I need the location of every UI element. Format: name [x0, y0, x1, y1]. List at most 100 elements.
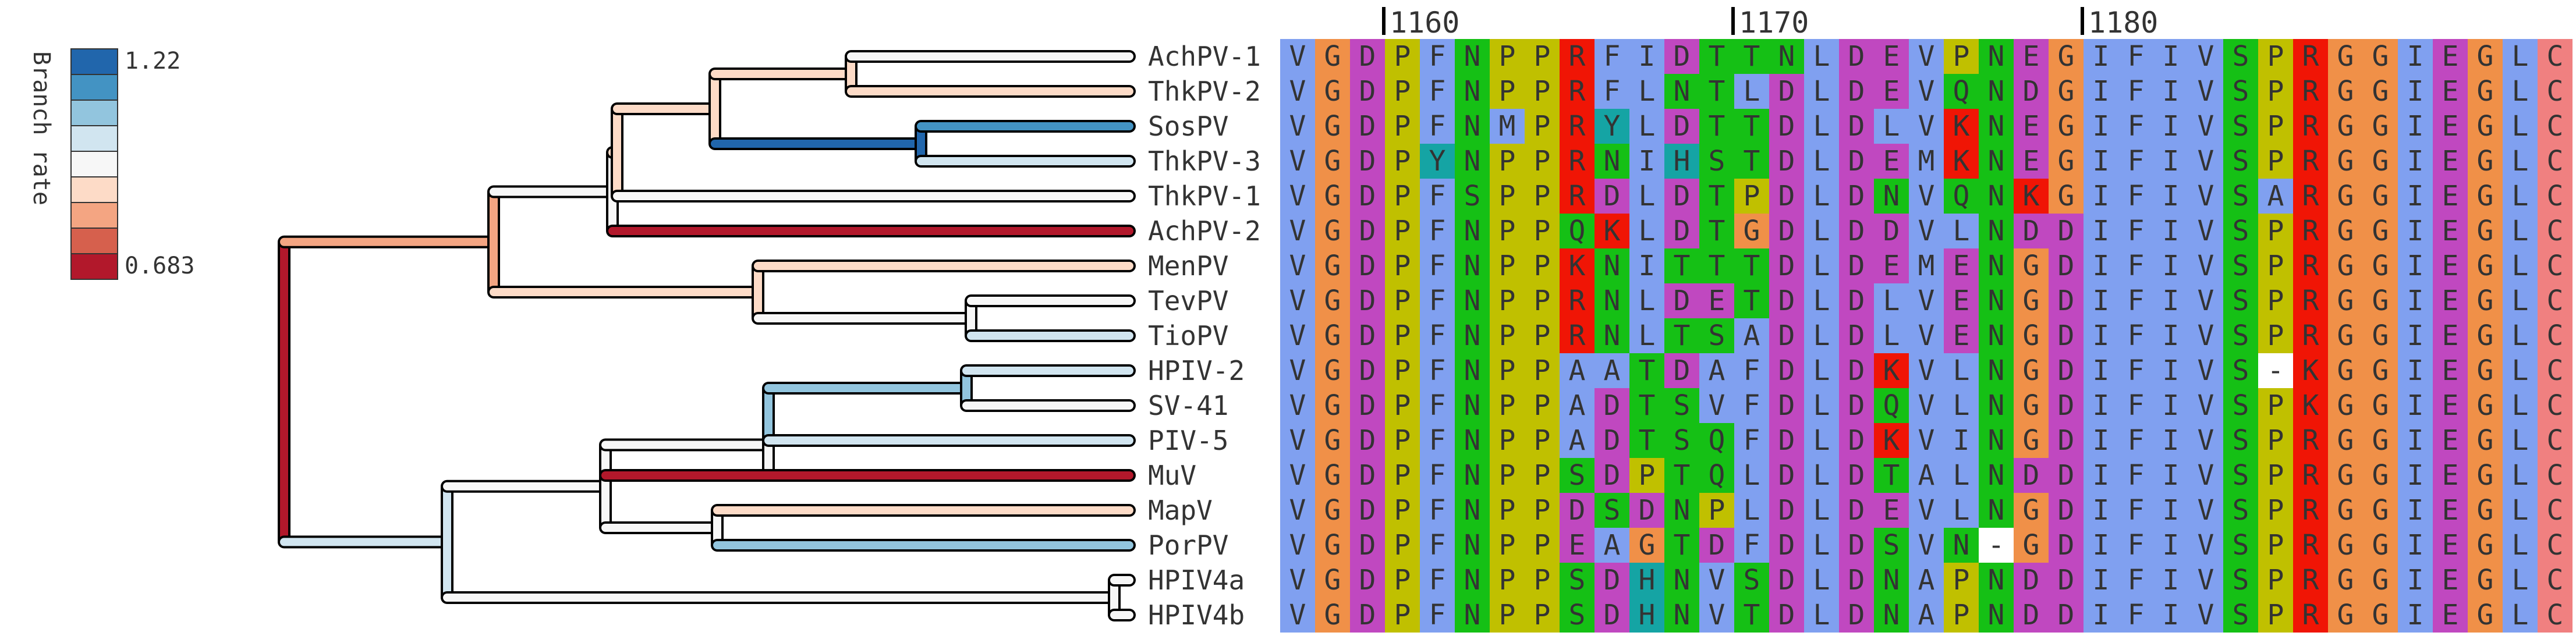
residue-cell	[2468, 214, 2503, 248]
residue-letter: P	[1499, 215, 1516, 247]
residue-letter: I	[2163, 215, 2180, 247]
residue-cell	[2503, 528, 2538, 563]
residue-cell	[1490, 528, 1525, 563]
residue-cell	[1699, 179, 1734, 214]
residue-cell	[1979, 353, 2014, 388]
residue-cell	[2084, 179, 2118, 214]
residue-cell	[1769, 423, 1804, 458]
residue-cell	[1944, 179, 1979, 214]
residue-letter: I	[2093, 180, 2110, 212]
residue-cell	[2153, 39, 2188, 74]
residue-letter: C	[2547, 285, 2564, 317]
residue-letter: G	[2477, 319, 2494, 352]
residue-cell	[1560, 214, 1595, 248]
residue-cell	[1804, 528, 1839, 563]
residue-cell	[1944, 353, 1979, 388]
residue-cell	[2328, 144, 2363, 179]
residue-letter: D	[1778, 285, 1795, 317]
residue-letter: P	[1394, 250, 1411, 282]
residue-letter: G	[2477, 40, 2494, 73]
residue-letter: G	[1324, 319, 1341, 352]
residue-cell	[2328, 179, 2363, 214]
residue-letter: F	[2128, 564, 2145, 596]
residue-cell	[1420, 423, 1455, 458]
residue-cell	[1595, 318, 1629, 353]
residue-cell	[1490, 458, 1525, 493]
residue-cell	[1560, 109, 1595, 144]
residue-cell	[1699, 214, 1734, 248]
residue-letter: V	[1918, 354, 1935, 387]
residue-cell	[2014, 144, 2049, 179]
residue-cell	[2188, 598, 2223, 633]
residue-letter: L	[2512, 424, 2529, 457]
residue-letter: F	[1429, 180, 1446, 212]
residue-letter: L	[1813, 424, 1830, 457]
residue-cell	[2433, 109, 2468, 144]
residue-cell	[1944, 458, 1979, 493]
residue-cell	[2014, 423, 2049, 458]
residue-cell	[2468, 563, 2503, 598]
residue-cell	[2398, 283, 2433, 318]
residue-letter: G	[2023, 354, 2040, 387]
residue-letter: I	[2163, 180, 2180, 212]
residue-letter: V	[2198, 319, 2214, 352]
residue-letter: G	[2337, 75, 2354, 108]
residue-cell	[2328, 39, 2363, 74]
residue-letter: I	[2407, 75, 2424, 108]
legend-swatch	[70, 151, 118, 177]
residue-cell	[2223, 388, 2258, 423]
residue-cell	[1595, 179, 1629, 214]
residue-letter: P	[2267, 459, 2284, 492]
residue-cell	[1769, 493, 1804, 528]
residue-letter: S	[2233, 424, 2249, 457]
residue-cell	[1525, 214, 1560, 248]
residue-cell	[2153, 423, 2188, 458]
residue-cell	[1629, 458, 1664, 493]
residue-cell	[1455, 528, 1490, 563]
residue-cell	[1839, 423, 1874, 458]
residue-letter: N	[1464, 250, 1481, 282]
residue-cell	[2153, 214, 2188, 248]
residue-letter: F	[2128, 389, 2145, 422]
residue-cell	[2468, 39, 2503, 74]
residue-letter: T	[1674, 529, 1691, 562]
residue-letter: G	[2372, 599, 2389, 631]
residue-cell	[1839, 598, 1874, 633]
residue-cell	[1315, 74, 1350, 109]
residue-cell	[1385, 458, 1420, 493]
residue-letter: L	[1953, 354, 1970, 387]
residue-cell	[1385, 39, 1420, 74]
residue-letter: I	[2407, 110, 2424, 143]
residue-letter: G	[2337, 599, 2354, 631]
residue-cell	[1525, 109, 1560, 144]
residue-cell	[1525, 493, 1560, 528]
residue-letter: K	[1883, 354, 1900, 387]
residue-cell	[1629, 283, 1664, 318]
residue-cell	[1734, 598, 1769, 633]
residue-letter: G	[2058, 40, 2075, 73]
residue-cell	[1420, 144, 1455, 179]
legend-min-label: 0.683	[125, 253, 194, 279]
position-label-1170: 1170	[1739, 6, 1809, 40]
residue-letter: G	[2058, 145, 2075, 177]
residue-letter: F	[2128, 529, 2145, 562]
residue-cell	[1455, 283, 1490, 318]
residue-cell	[2538, 528, 2573, 563]
residue-letter: E	[1953, 319, 1970, 352]
residue-letter: G	[1324, 599, 1341, 631]
residue-letter: P	[1394, 529, 1411, 562]
residue-cell	[1804, 598, 1839, 633]
residue-cell	[1315, 318, 1350, 353]
residue-letter: D	[2058, 354, 2075, 387]
residue-letter: I	[1953, 424, 1970, 457]
residue-cell	[1979, 39, 2014, 74]
residue-cell	[1280, 598, 1315, 633]
residue-cell	[2014, 458, 2049, 493]
residue-letter: G	[2477, 424, 2494, 457]
residue-letter: G	[1324, 424, 1341, 457]
residue-letter: E	[1569, 529, 1586, 562]
residue-letter: D	[1848, 40, 1865, 73]
residue-cell	[2084, 39, 2118, 74]
residue-cell	[1804, 423, 1839, 458]
